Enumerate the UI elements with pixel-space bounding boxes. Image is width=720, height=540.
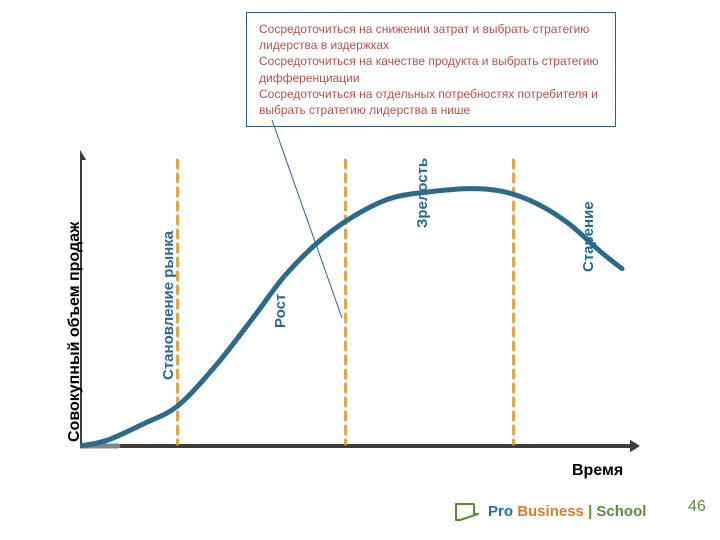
stage-label: Рост xyxy=(272,294,289,328)
x-axis-label: Время xyxy=(572,462,623,480)
stage-label: Становление рынка xyxy=(160,231,177,380)
footer-logo: Pro Business | School xyxy=(454,500,646,522)
stage-label: Зрелость xyxy=(414,158,431,228)
callout-line: Сосредоточиться на качестве продукта и в… xyxy=(259,53,603,85)
page-number: 46 xyxy=(688,498,706,516)
strategy-callout: Сосредоточиться на снижении затрат и выб… xyxy=(246,12,616,127)
callout-line: Сосредоточиться на снижении затрат и выб… xyxy=(259,21,603,53)
logo-icon xyxy=(454,500,480,522)
logo-text: Pro Business | School xyxy=(488,503,646,520)
y-axis-label: Совокупный объем продаж xyxy=(66,222,84,442)
callout-line: Сосредоточиться на отдельных потребностя… xyxy=(259,86,603,118)
stage-label: Старение xyxy=(580,201,597,272)
